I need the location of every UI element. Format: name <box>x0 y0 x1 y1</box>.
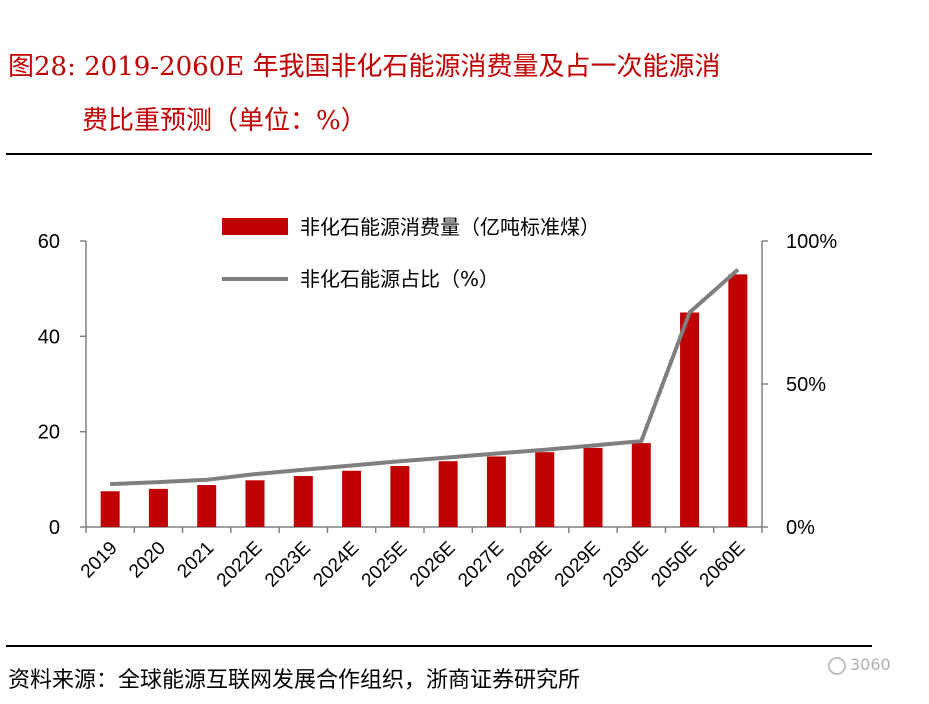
category-label: 2028E <box>503 538 557 592</box>
line-point <box>109 483 111 485</box>
category-label: 2025E <box>358 538 412 592</box>
top-divider <box>6 153 872 155</box>
bottom-divider <box>6 645 872 647</box>
category-label: 2024E <box>309 538 363 592</box>
line-point <box>447 457 449 459</box>
category-label: 2030E <box>599 538 653 592</box>
bar <box>148 488 168 527</box>
line-point <box>544 449 546 451</box>
source-note: 资料来源：全球能源互联网发展合作组织，浙商证券研究所 <box>8 668 581 693</box>
bar <box>342 470 362 527</box>
right-tick-label: 100% <box>786 231 837 253</box>
bar <box>535 452 555 527</box>
bar <box>390 465 410 527</box>
watermark-text: 3060 <box>850 655 891 674</box>
bar <box>680 312 700 527</box>
line-point <box>254 473 256 475</box>
line-series <box>110 268 740 487</box>
bar <box>100 491 120 527</box>
bar <box>438 461 458 527</box>
chart-title-line-2: 费比重预测（单位：%） <box>82 106 367 136</box>
bar <box>583 447 603 527</box>
left-tick-label: 20 <box>38 422 60 444</box>
line-point <box>495 452 497 454</box>
right-tick-label: 0% <box>786 517 815 539</box>
line-point <box>157 481 159 483</box>
category-label: 2027E <box>454 538 508 592</box>
watermark: 3060 <box>828 655 891 675</box>
category-label: 2060E <box>696 538 750 592</box>
bar <box>245 480 265 527</box>
category-label: 2020 <box>125 538 170 583</box>
line-point <box>689 312 691 313</box>
bar <box>293 475 313 527</box>
right-tick-label: 50% <box>786 374 826 396</box>
category-label: 2019 <box>77 538 122 583</box>
line-point <box>640 440 642 442</box>
bar <box>197 485 217 527</box>
line-point <box>351 465 353 467</box>
left-tick-label: 60 <box>38 231 60 253</box>
line-point <box>206 479 208 481</box>
line-point <box>592 444 594 446</box>
category-label: 2050E <box>647 538 701 592</box>
wechat-icon <box>828 656 846 675</box>
bar <box>486 456 506 527</box>
line-point <box>399 460 401 462</box>
legend-bar-swatch <box>222 218 288 235</box>
category-label: 2026E <box>406 538 460 592</box>
line-point <box>302 469 304 471</box>
category-label: 2022E <box>213 538 267 592</box>
legend-bar-label: 非化石能源消费量（亿吨标准煤） <box>300 215 600 239</box>
legend-line-label: 非化石能源占比（%） <box>300 267 499 291</box>
category-label: 2023E <box>261 538 315 592</box>
category-label: 2021 <box>174 538 219 583</box>
left-tick-label: 0 <box>49 517 60 539</box>
chart-title-line-1: 图28: 2019-2060E 年我国非化石能源消费量及占一次能源消 <box>8 52 721 82</box>
category-label: 2029E <box>551 538 605 592</box>
bar <box>631 443 651 527</box>
left-tick-label: 40 <box>38 326 60 348</box>
line-point <box>737 269 739 271</box>
bar <box>728 274 748 527</box>
